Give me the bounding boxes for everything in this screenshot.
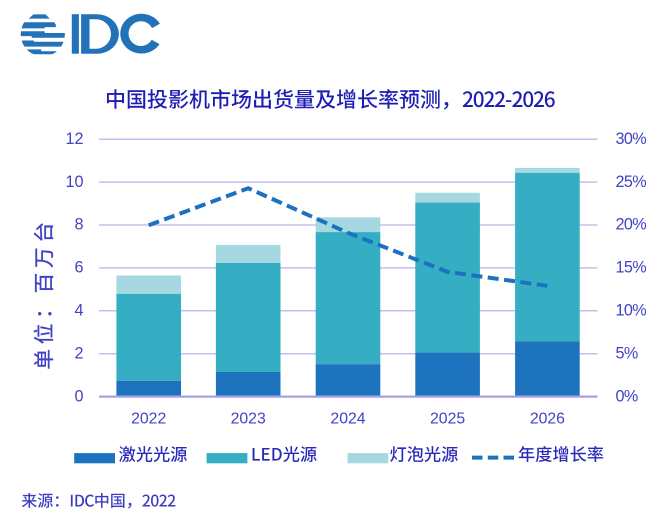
svg-text:10: 10 xyxy=(65,173,83,191)
svg-text:6: 6 xyxy=(74,259,83,277)
svg-text:2024: 2024 xyxy=(330,411,365,428)
svg-text:20%: 20% xyxy=(616,216,647,234)
svg-text:12: 12 xyxy=(65,130,83,148)
svg-text:2022: 2022 xyxy=(131,411,166,428)
svg-text:15%: 15% xyxy=(616,259,647,277)
svg-text:0%: 0% xyxy=(616,387,638,405)
svg-text:2: 2 xyxy=(74,344,83,362)
svg-text:25%: 25% xyxy=(616,173,647,191)
svg-text:2026: 2026 xyxy=(530,411,565,428)
svg-text:5%: 5% xyxy=(616,344,638,362)
svg-text:10%: 10% xyxy=(616,302,647,320)
svg-text:30%: 30% xyxy=(616,130,647,148)
svg-text:2023: 2023 xyxy=(231,411,266,428)
svg-text:0: 0 xyxy=(74,387,83,405)
svg-text:8: 8 xyxy=(74,216,83,234)
svg-text:4: 4 xyxy=(74,302,83,320)
svg-text:2025: 2025 xyxy=(430,411,465,428)
